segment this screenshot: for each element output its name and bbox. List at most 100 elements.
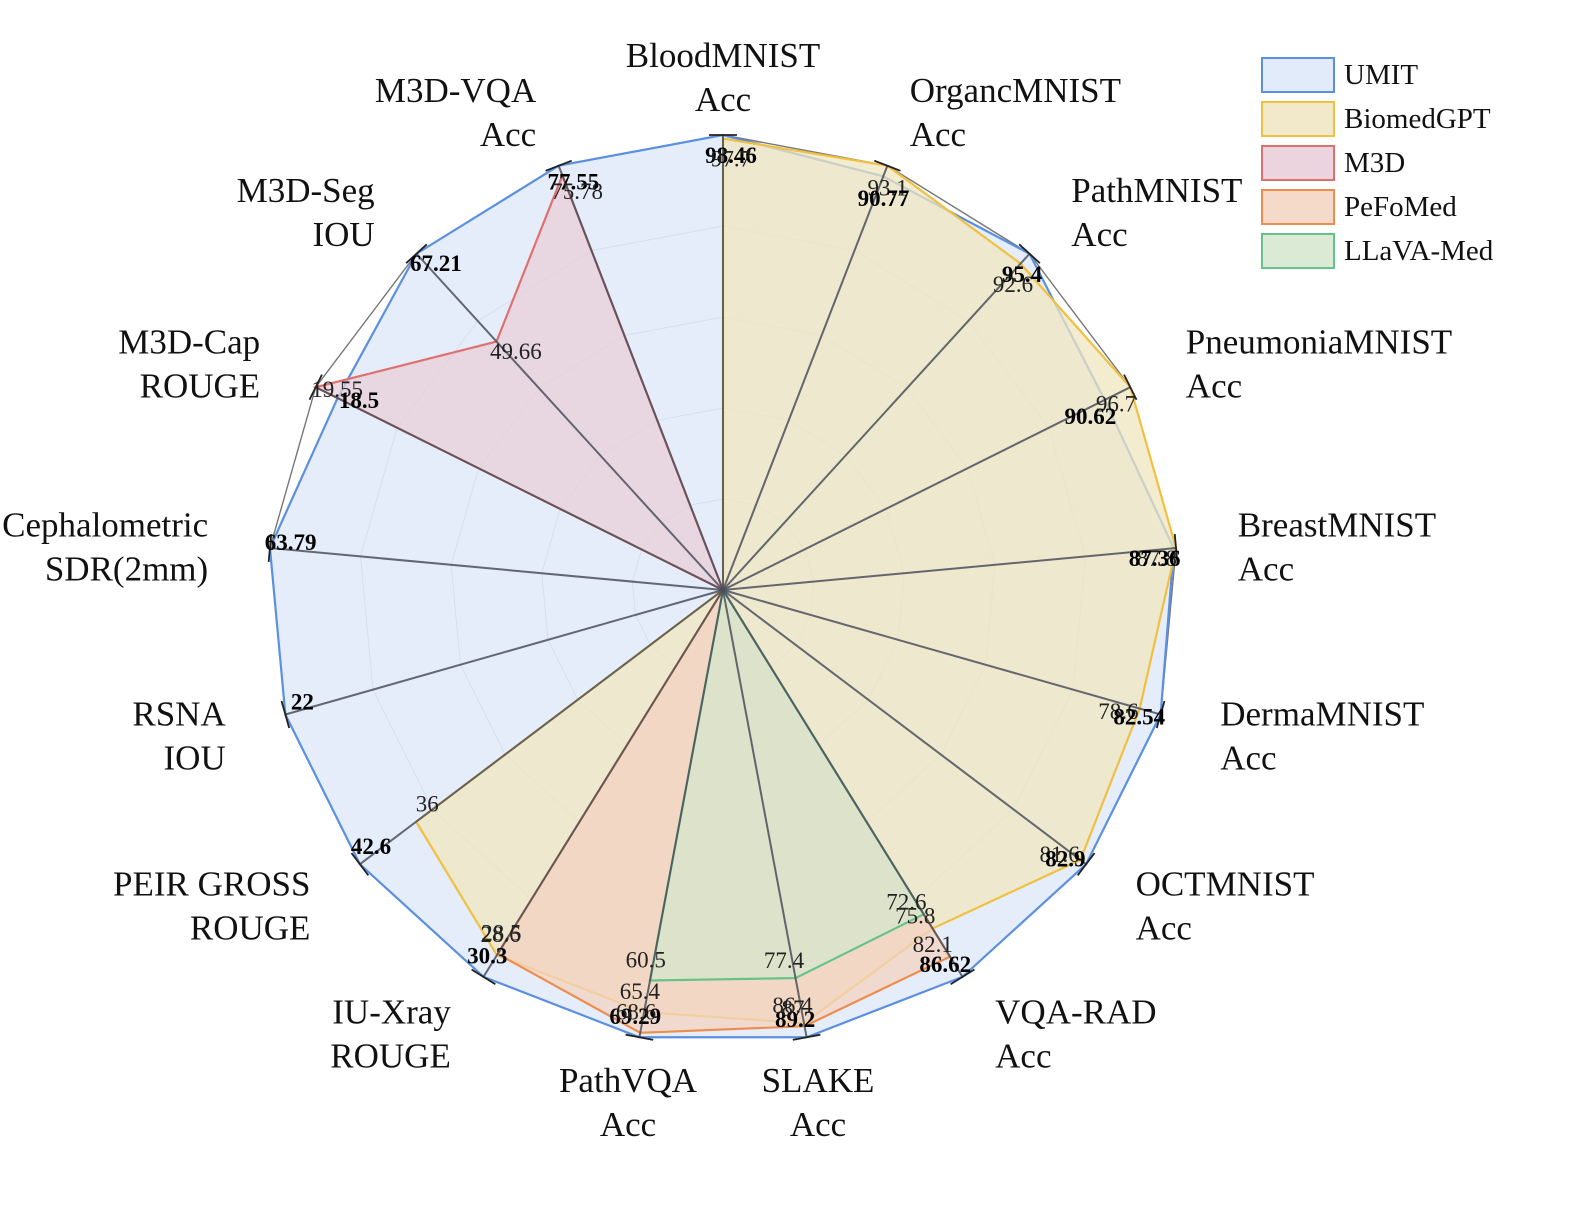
axis-metric-organcmnist: Acc xyxy=(910,115,966,154)
axis-metric-cephalometric: SDR(2mm) xyxy=(45,549,208,588)
value-label-slake: 86.4 xyxy=(772,993,813,1018)
axis-label-m3d-vqa: M3D-VQA Acc xyxy=(375,71,537,154)
axis-metric-iu-xray: ROUGE xyxy=(330,1037,451,1076)
value-label-pathvqa: 69.29 xyxy=(609,1004,661,1029)
tick-pneumoniamnist xyxy=(1123,374,1138,401)
spoke-pneumoniamnist xyxy=(722,386,1131,591)
value-label-iu-xray: 28.6 xyxy=(481,922,521,947)
legend-swatch-umit xyxy=(1261,57,1335,93)
legend-item-umit: UMIT xyxy=(1261,57,1418,93)
tick-m3d-seg xyxy=(405,243,428,264)
value-label-m3d-seg: 49.66 xyxy=(490,339,542,364)
axis-label-m3d-seg: M3D-Seg IOU xyxy=(237,171,375,254)
tick-iu-xray xyxy=(471,968,496,985)
value-label-breastmnist: 87.36 xyxy=(1129,546,1181,571)
tick-pathvqa xyxy=(625,1033,654,1041)
value-label-pathmnist: 95.4 xyxy=(1002,262,1043,287)
value-label-organcmnist: 93.1 xyxy=(867,175,907,200)
spoke-dermamnist xyxy=(722,589,1161,716)
value-label-octmnist: 81.6 xyxy=(1039,842,1079,867)
axis-name-iu-xray: IU-Xray xyxy=(332,993,451,1032)
value-label-breastmnist: 87.8 xyxy=(1137,546,1177,571)
value-labels: 98.4697.793.190.7795.492.696.790.6287.88… xyxy=(265,143,1181,1032)
axis-name-pathmnist: PathMNIST xyxy=(1071,171,1242,210)
tick-rsna xyxy=(280,700,291,729)
axis-metric-m3d-vqa: Acc xyxy=(480,115,536,154)
legend-label-pefomed: PeFoMed xyxy=(1344,191,1457,223)
tick-peir-gross xyxy=(350,852,370,876)
axis-name-vqa-rad: VQA-RAD xyxy=(995,993,1156,1032)
axis-name-dermamnist: DermaMNIST xyxy=(1220,694,1424,733)
axis-label-pathmnist: PathMNIST Acc xyxy=(1071,171,1242,254)
axis-label-octmnist: OCTMNIST Acc xyxy=(1136,865,1315,948)
spoke-breastmnist xyxy=(722,547,1177,591)
axis-name-organcmnist: OrgancMNIST xyxy=(910,71,1121,110)
axis-name-breastmnist: BreastMNIST xyxy=(1238,505,1436,544)
axis-metric-pathvqa: Acc xyxy=(600,1105,656,1144)
value-label-dermamnist: 82.54 xyxy=(1113,705,1165,730)
axis-label-breastmnist: BreastMNIST Acc xyxy=(1238,505,1436,588)
tick-vqa-rad xyxy=(950,968,975,985)
axis-metric-pneumoniamnist: Acc xyxy=(1186,367,1242,406)
value-label-iu-xray: 28.5 xyxy=(481,921,521,946)
axis-metric-slake: Acc xyxy=(790,1105,846,1144)
spoke-iu-xray xyxy=(482,589,724,978)
tick-m3d-vqa xyxy=(545,159,573,172)
value-label-pathvqa: 65.4 xyxy=(620,979,661,1004)
axis-label-organcmnist: OrgancMNIST Acc xyxy=(910,71,1121,154)
legend-item-llava-med: LLaVA-Med xyxy=(1261,233,1494,269)
tick-slake xyxy=(792,1033,821,1041)
value-label-slake: 87 xyxy=(782,996,805,1021)
axis-label-dermamnist: DermaMNIST Acc xyxy=(1220,694,1424,777)
value-label-vqa-rad: 75.8 xyxy=(895,904,935,929)
axis-metric-dermamnist: Acc xyxy=(1220,738,1276,777)
axis-name-peir-gross: PEIR GROSS xyxy=(113,865,310,904)
value-label-pathmnist: 92.6 xyxy=(993,272,1033,297)
value-label-slake: 89.2 xyxy=(775,1007,815,1032)
axis-label-pathvqa: PathVQA Acc xyxy=(559,1061,698,1144)
axis-label-pneumoniamnist: PneumoniaMNIST Acc xyxy=(1186,323,1452,406)
legend-swatch-pefomed xyxy=(1261,189,1335,225)
axis-name-bloodmnist: BloodMNIST xyxy=(626,36,820,75)
spoke-pathvqa xyxy=(638,589,724,1038)
value-label-pneumoniamnist: 90.62 xyxy=(1064,404,1116,429)
value-label-peir-gross: 36 xyxy=(416,791,439,816)
axis-name-octmnist: OCTMNIST xyxy=(1136,865,1315,904)
axis-label-slake: SLAKE Acc xyxy=(762,1061,875,1144)
value-label-peir-gross: 42.6 xyxy=(351,834,391,859)
legend-item-pefomed: PeFoMed xyxy=(1261,189,1457,225)
legend-label-umit: UMIT xyxy=(1344,59,1418,91)
spoke-m3d-cap xyxy=(315,386,724,591)
value-label-pathvqa: 68.6 xyxy=(616,1000,656,1025)
axis-metric-octmnist: Acc xyxy=(1136,909,1192,948)
axis-name-pneumoniamnist: PneumoniaMNIST xyxy=(1186,323,1452,362)
value-label-organcmnist: 90.77 xyxy=(858,186,910,211)
value-label-m3d-vqa: 75.78 xyxy=(551,179,603,204)
tick-m3d-cap xyxy=(308,374,323,401)
axis-label-cephalometric: Cephalometric SDR(2mm) xyxy=(2,505,208,588)
spoke-m3d-seg xyxy=(415,253,724,591)
axis-name-rsna: RSNA xyxy=(132,694,226,733)
axis-metric-vqa-rad: Acc xyxy=(995,1037,1051,1076)
axis-name-pathvqa: PathVQA xyxy=(559,1061,698,1100)
value-label-dermamnist: 78.6 xyxy=(1098,699,1138,724)
value-label-pneumoniamnist: 96.7 xyxy=(1096,391,1136,416)
tick-breastmnist xyxy=(1173,533,1179,563)
spoke-octmnist xyxy=(722,589,1087,865)
spoke-peir-gross xyxy=(359,589,724,865)
legend-label-biomedgpt: BiomedGPT xyxy=(1344,103,1491,135)
spoke-organcmnist xyxy=(722,165,889,591)
axis-metric-peir-gross: ROUGE xyxy=(190,909,311,948)
axis-label-vqa-rad: VQA-RAD Acc xyxy=(995,993,1156,1076)
value-label-rsna: 22 xyxy=(291,689,314,714)
spoke-cephalometric xyxy=(269,547,724,591)
legend-swatch-m3d xyxy=(1261,145,1335,181)
value-label-cephalometric: 63.79 xyxy=(265,530,317,555)
spoke-m3d-vqa xyxy=(557,165,724,591)
axis-metric-breastmnist: Acc xyxy=(1238,549,1294,588)
axis-label-bloodmnist: BloodMNIST Acc xyxy=(626,36,820,119)
axis-name-m3d-vqa: M3D-VQA xyxy=(375,71,537,110)
axis-metric-m3d-cap: ROUGE xyxy=(140,367,261,406)
